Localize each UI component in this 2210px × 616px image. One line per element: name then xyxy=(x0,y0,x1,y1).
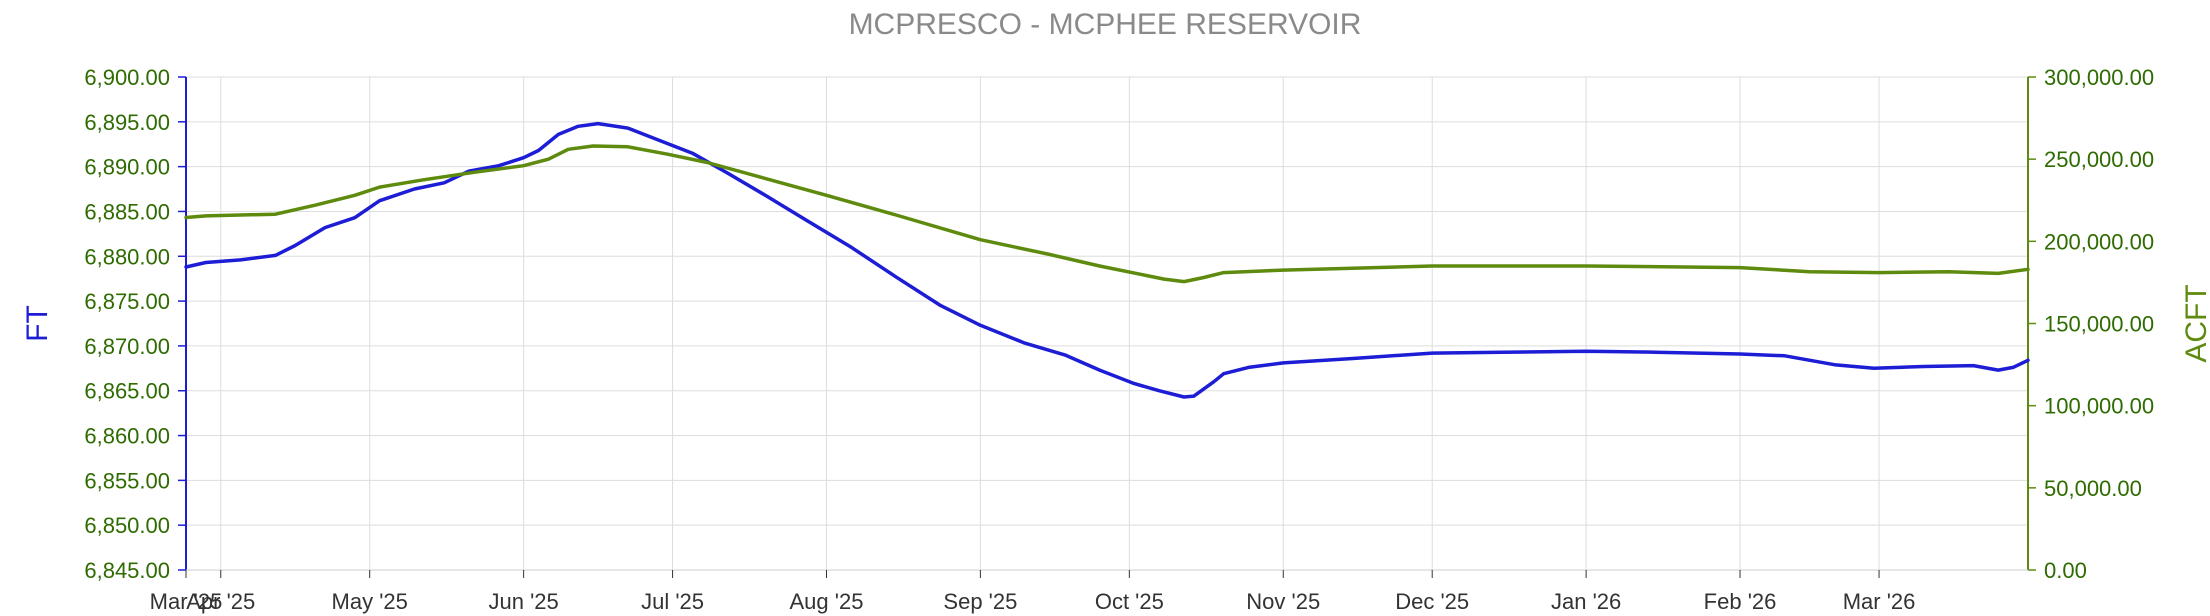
y-axis-label-left: FT xyxy=(21,305,54,342)
left-tick-label: 6,850.00 xyxy=(84,513,170,538)
x-tick-label: Nov '25 xyxy=(1246,589,1320,614)
x-tick-label: Feb '26 xyxy=(1704,589,1777,614)
x-tick-label: Jan '26 xyxy=(1551,589,1621,614)
right-tick-label: 300,000.00 xyxy=(2044,65,2154,90)
x-tick-label: Dec '25 xyxy=(1395,589,1469,614)
left-tick-label: 6,845.00 xyxy=(84,558,170,583)
storage-line xyxy=(184,144,2030,284)
grid xyxy=(185,76,2028,571)
right-tick-label: 0.00 xyxy=(2044,558,2087,583)
x-tick-label: Sep '25 xyxy=(943,589,1017,614)
left-tick-label: 6,865.00 xyxy=(84,379,170,404)
x-tick-label: Mar '25 xyxy=(150,589,223,614)
x-tick-label: Jun '25 xyxy=(488,589,558,614)
left-tick-label: 6,875.00 xyxy=(84,289,170,314)
left-tick-label: 6,885.00 xyxy=(84,199,170,224)
left-tick-label: 6,855.00 xyxy=(84,468,170,493)
right-tick-label: 50,000.00 xyxy=(2044,476,2142,501)
left-tick-label: 6,890.00 xyxy=(84,155,170,180)
series-layer xyxy=(184,121,2030,399)
right-tick-label: 200,000.00 xyxy=(2044,229,2154,254)
x-tick-label: Apr '25 xyxy=(186,589,255,614)
x-tick-label: Oct '25 xyxy=(1095,589,1164,614)
axes xyxy=(185,77,2029,571)
right-tick-label: 100,000.00 xyxy=(2044,394,2154,419)
x-tick-label: Aug '25 xyxy=(790,589,864,614)
left-tick-label: 6,880.00 xyxy=(84,244,170,269)
chart-title: MCPRESCO - MCPHEE RESERVOIR xyxy=(849,8,1362,41)
y-axis-label-right: ACFT xyxy=(2180,284,2210,362)
elevation-line xyxy=(184,121,2030,399)
right-axis-ticks: 0.00 50,000.00 100,000.00 150,000.00 200,000… xyxy=(2028,65,2154,583)
left-tick-label: 6,860.00 xyxy=(84,424,170,449)
left-tick-label: 6,900.00 xyxy=(84,65,170,90)
x-tick-label: Mar '26 xyxy=(1843,589,1916,614)
left-axis-ticks: 6,845.00 6,850.00 6,855.00 6,860.00 6,865.00… xyxy=(84,65,186,583)
right-tick-label: 150,000.00 xyxy=(2044,312,2154,337)
x-tick-label: May '25 xyxy=(332,589,408,614)
right-tick-label: 250,000.00 xyxy=(2044,147,2154,172)
left-tick-label: 6,895.00 xyxy=(84,110,170,135)
left-tick-label: 6,870.00 xyxy=(84,334,170,359)
x-tick-label: Jul '25 xyxy=(641,589,704,614)
